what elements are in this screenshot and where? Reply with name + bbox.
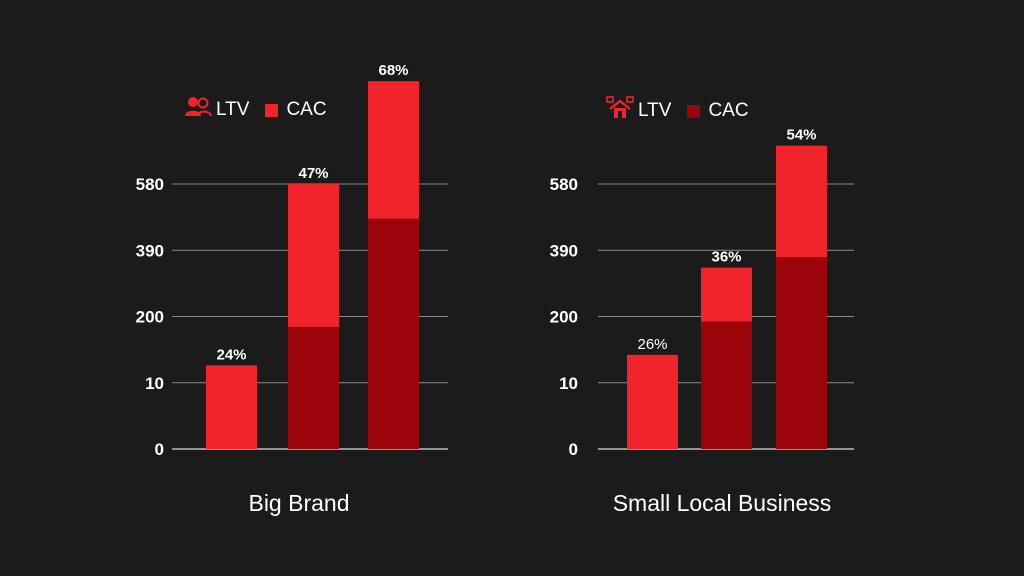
y-tick-label: 390 bbox=[136, 241, 164, 260]
legend-item-ltv: LTV bbox=[184, 96, 249, 124]
cac-swatch bbox=[687, 104, 701, 118]
bar-segment-ltv bbox=[368, 81, 419, 219]
y-tick-label: 10 bbox=[559, 374, 578, 393]
panel-title-big-brand: Big Brand bbox=[248, 490, 350, 516]
data-label: 24% bbox=[216, 346, 246, 363]
cac-swatch bbox=[265, 103, 279, 117]
data-label: 36% bbox=[711, 249, 741, 266]
data-label: 26% bbox=[637, 336, 667, 353]
data-label: 47% bbox=[298, 165, 328, 182]
users-icon bbox=[184, 96, 212, 124]
bar-segment-cac bbox=[288, 326, 339, 449]
legend-big-brand: LTV CAC bbox=[184, 96, 343, 124]
y-tick-label: 200 bbox=[136, 308, 164, 327]
home-network-icon bbox=[606, 96, 634, 126]
panel-title-small-local-business: Small Local Business bbox=[612, 490, 832, 516]
y-tick-label: 580 bbox=[550, 175, 578, 194]
legend-label-cac: CAC bbox=[708, 100, 749, 121]
y-tick-label: 200 bbox=[550, 308, 578, 327]
legend-item-cac: CAC bbox=[265, 99, 327, 121]
y-tick-label: 390 bbox=[550, 241, 578, 260]
bar-segment-ltv bbox=[776, 145, 827, 258]
legend-label-cac: CAC bbox=[286, 99, 327, 120]
data-label: 54% bbox=[786, 127, 816, 144]
data-label: 68% bbox=[378, 62, 408, 79]
legend-item-cac: CAC bbox=[687, 100, 749, 122]
y-tick-label: 10 bbox=[145, 374, 164, 393]
bar-segment-cac bbox=[368, 218, 419, 449]
bar-segment-ltv bbox=[288, 184, 339, 327]
bar-segment-ltv bbox=[206, 365, 257, 449]
y-tick-label: 580 bbox=[136, 175, 164, 194]
legend-label-ltv: LTV bbox=[216, 99, 250, 120]
legend-small-local-business: LTV CAC bbox=[606, 96, 765, 126]
bar-segment-ltv bbox=[627, 354, 678, 449]
bar-segment-ltv bbox=[701, 267, 752, 322]
y-tick-label: 0 bbox=[569, 440, 578, 459]
y-tick-label: 0 bbox=[155, 440, 164, 459]
legend-item-ltv: LTV bbox=[606, 96, 671, 126]
bar-segment-cac bbox=[776, 257, 827, 449]
bar-segment-cac bbox=[701, 321, 752, 449]
legend-label-ltv: LTV bbox=[638, 100, 672, 121]
